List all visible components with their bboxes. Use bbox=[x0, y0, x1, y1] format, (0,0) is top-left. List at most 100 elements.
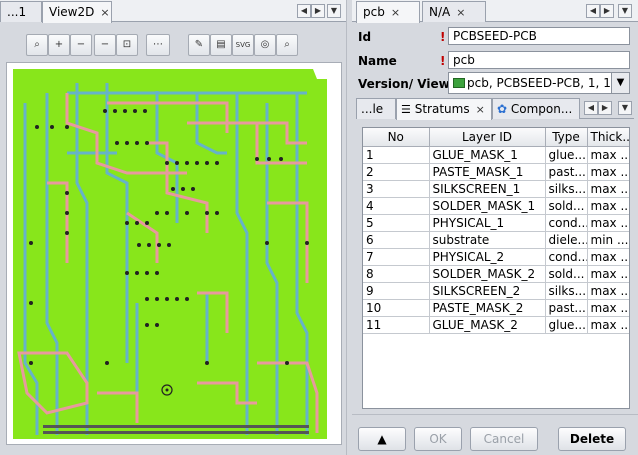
stack-icon: ☰ bbox=[401, 103, 411, 116]
zoom-select-icon[interactable]: ⌕ bbox=[26, 34, 48, 56]
name-field[interactable]: pcb bbox=[448, 51, 630, 69]
tab-view2d[interactable]: View2D × bbox=[42, 1, 112, 23]
column-header-layer-id[interactable]: Layer ID bbox=[429, 128, 546, 147]
export-svg-icon[interactable]: SVG bbox=[232, 34, 254, 56]
search-icon[interactable]: ⌕ bbox=[276, 34, 298, 56]
component-icon: ✿ bbox=[497, 102, 508, 116]
right-tab-bar: pcb × N/A × ◀ ▶ ▼ bbox=[352, 0, 638, 23]
version-select[interactable]: pcb, PCBSEED-PCB, 1, 1 ▼ bbox=[448, 72, 630, 94]
layer-thickness: max ... bbox=[587, 163, 629, 181]
table-row[interactable]: 4 SOLDER_MASK_1 sold... max ... bbox=[363, 197, 629, 215]
table-row[interactable]: 11 GLUE_MASK_2 glue... max ... bbox=[363, 316, 629, 334]
close-icon[interactable]: × bbox=[390, 6, 401, 19]
tab-label: pcb bbox=[363, 5, 385, 19]
row-number: 8 bbox=[363, 265, 430, 283]
tab-scroll-left-icon[interactable]: ◀ bbox=[584, 101, 598, 115]
tab-label: View2D bbox=[49, 5, 95, 19]
table-row[interactable]: 10 PASTE_MASK_2 past... max ... bbox=[363, 299, 629, 317]
layer-id: PASTE_MASK_1 bbox=[429, 163, 546, 181]
column-header-type[interactable]: Type bbox=[545, 128, 588, 147]
version-value: pcb, PCBSEED-PCB, 1, 1 bbox=[467, 76, 611, 90]
layer-id: SOLDER_MASK_1 bbox=[429, 197, 546, 215]
layer-thickness: max ... bbox=[587, 299, 629, 317]
tab-scroll-right-icon[interactable]: ▶ bbox=[311, 4, 325, 18]
layer-type: past... bbox=[545, 299, 588, 317]
row-number: 11 bbox=[363, 316, 430, 334]
zoom-in-icon[interactable]: + bbox=[48, 34, 70, 56]
layer-type: silks... bbox=[545, 180, 588, 198]
close-icon[interactable]: × bbox=[475, 103, 485, 116]
properties-panel: pcb × N/A × ◀ ▶ ▼ Id ! PCBSEED-PCB Name ! … bbox=[352, 0, 638, 455]
close-icon[interactable]: × bbox=[456, 6, 466, 19]
tab-na[interactable]: N/A × bbox=[422, 1, 486, 22]
layer-thickness: max ... bbox=[587, 197, 629, 215]
table-row[interactable]: 3 SILKSCREEN_1 silks... max ... bbox=[363, 180, 629, 198]
close-icon[interactable]: × bbox=[100, 6, 110, 19]
layer-id: SILKSCREEN_2 bbox=[429, 282, 546, 300]
table-row[interactable]: 5 PHYSICAL_1 cond... max ... bbox=[363, 214, 629, 232]
version-label: Version/ View bbox=[358, 77, 450, 91]
view2d-panel: ...1 View2D × ◀ ▶ ▼ ⌕ + − − ⊡ ⋯ ✎ ▤ SVG ◎… bbox=[0, 0, 347, 455]
tab-pcb[interactable]: pcb × bbox=[356, 1, 420, 23]
stratum-table[interactable]: No Layer ID Type Thick... 1GLUE_MASK_1gl… bbox=[362, 127, 630, 409]
row-number: 1 bbox=[363, 146, 430, 164]
cancel-button[interactable]: Cancel bbox=[470, 427, 538, 451]
row-number: 3 bbox=[363, 180, 430, 198]
required-mark: ! bbox=[440, 30, 446, 44]
highlight-icon[interactable]: ✎ bbox=[188, 34, 210, 56]
ruler-icon[interactable]: ⋯ bbox=[146, 34, 170, 56]
tab-scroll-left-icon[interactable]: ◀ bbox=[297, 4, 311, 18]
chevron-down-icon[interactable]: ▼ bbox=[611, 73, 629, 93]
table-row[interactable]: 6 substrate diele... min ... bbox=[363, 231, 629, 249]
tab-label: ...le bbox=[361, 102, 384, 116]
column-header-thickness[interactable]: Thick... bbox=[587, 128, 629, 147]
tab-stratums[interactable]: ☰ Stratums × bbox=[396, 98, 492, 120]
settings-icon[interactable]: ◎ bbox=[254, 34, 276, 56]
table-row[interactable]: 7 PHYSICAL_2 cond... max ... bbox=[363, 248, 629, 266]
layer-id: GLUE_MASK_1 bbox=[429, 146, 546, 164]
sub-tab-bar: ...le ☰ Stratums × ✿ Compon... ◀ ▶ ▼ bbox=[356, 97, 634, 120]
layer-thickness: max ... bbox=[587, 282, 629, 300]
tab-list-icon[interactable]: ▼ bbox=[618, 101, 632, 115]
zoom-fit-icon[interactable]: ⊡ bbox=[116, 34, 138, 56]
table-row[interactable]: 1 GLUE_MASK_1 glue... max ... bbox=[363, 146, 629, 164]
column-header-no[interactable]: No bbox=[363, 128, 430, 147]
row-number: 5 bbox=[363, 214, 430, 232]
pcb-icon bbox=[453, 78, 465, 88]
tab-role[interactable]: ...le bbox=[356, 98, 396, 119]
row-number: 4 bbox=[363, 197, 430, 215]
tab-scroll-left-icon[interactable]: ◀ bbox=[586, 4, 600, 18]
move-up-button[interactable]: ▲ bbox=[358, 427, 406, 451]
pcb-canvas[interactable] bbox=[6, 62, 342, 445]
layer-type: cond... bbox=[545, 248, 588, 266]
layer-id: substrate bbox=[429, 231, 546, 249]
layer-type: past... bbox=[545, 163, 588, 181]
required-mark: ! bbox=[440, 54, 446, 68]
row-number: 10 bbox=[363, 299, 430, 317]
tab-label: Stratums bbox=[414, 102, 470, 116]
table-row[interactable]: 2 PASTE_MASK_1 past... max ... bbox=[363, 163, 629, 181]
layers-icon[interactable]: ▤ bbox=[210, 34, 232, 56]
pcb-drawing bbox=[13, 69, 327, 439]
table-row[interactable]: 8 SOLDER_MASK_2 sold... max ... bbox=[363, 265, 629, 283]
zoom-out-icon[interactable]: − bbox=[70, 34, 92, 56]
layer-id: SILKSCREEN_1 bbox=[429, 180, 546, 198]
tab-label: Compon... bbox=[510, 102, 573, 116]
tab-previous[interactable]: ...1 bbox=[0, 1, 42, 22]
view-toolbar: ⌕ + − − ⊡ ⋯ ✎ ▤ SVG ◎ ⌕ bbox=[6, 30, 340, 58]
layer-id: GLUE_MASK_2 bbox=[429, 316, 546, 334]
tab-scroll-right-icon[interactable]: ▶ bbox=[600, 4, 614, 18]
row-number: 2 bbox=[363, 163, 430, 181]
row-number: 7 bbox=[363, 248, 430, 266]
tab-list-icon[interactable]: ▼ bbox=[618, 4, 632, 18]
delete-button[interactable]: Delete bbox=[558, 427, 626, 451]
ok-button[interactable]: OK bbox=[414, 427, 462, 451]
tab-list-icon[interactable]: ▼ bbox=[327, 4, 341, 18]
tab-scroll-right-icon[interactable]: ▶ bbox=[598, 101, 612, 115]
zoom-step-out-icon[interactable]: − bbox=[94, 34, 116, 56]
tab-components[interactable]: ✿ Compon... bbox=[492, 98, 580, 119]
table-row[interactable]: 9 SILKSCREEN_2 silks... max ... bbox=[363, 282, 629, 300]
id-field[interactable]: PCBSEED-PCB bbox=[448, 27, 630, 45]
layer-id: PHYSICAL_1 bbox=[429, 214, 546, 232]
name-label: Name bbox=[358, 54, 397, 68]
